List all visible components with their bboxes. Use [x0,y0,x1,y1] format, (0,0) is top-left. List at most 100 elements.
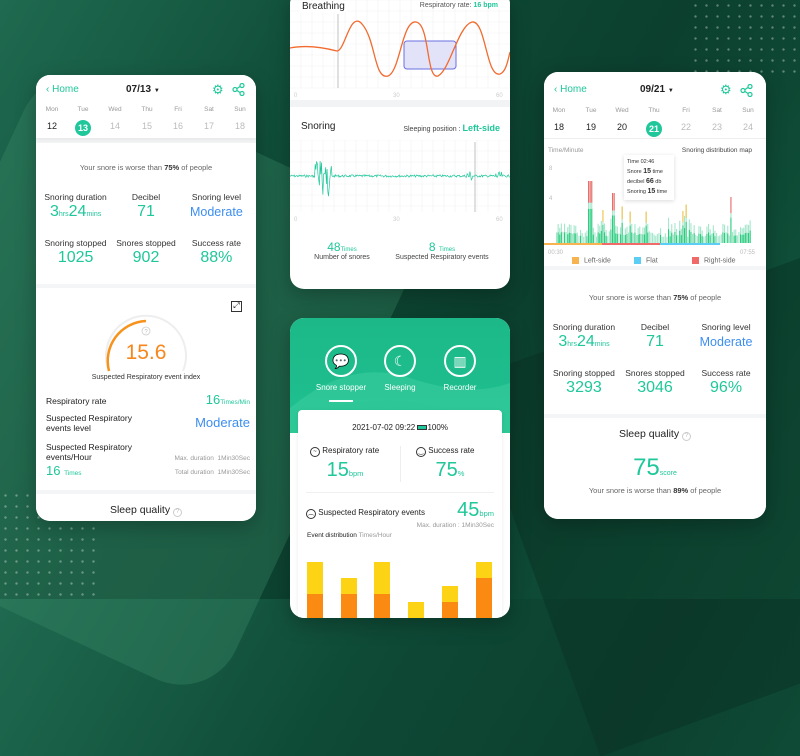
snore-bar-peak [685,204,687,219]
snore-bar-peak [613,193,615,211]
date-23[interactable]: 23 [711,122,722,132]
snore-bar-core [680,235,682,243]
snore-bar-core [712,233,714,243]
axis-tick: 60 [496,93,503,99]
snore-bar [720,234,722,243]
breathing-chart: 0 30 60 [290,0,510,99]
snore-bar-core [727,233,729,243]
success-rate-label: Success rate [191,238,241,248]
date-18[interactable]: 18 [234,121,245,131]
snore-bar [628,232,630,243]
date-17[interactable]: 17 [203,121,214,131]
snoring-duration-value: 3hrs24mins [50,203,102,220]
snore-bar-core [631,232,633,243]
snore-bar-peak [612,193,614,211]
snore-bar-core [645,225,647,243]
gear-icon[interactable]: ⚙ [212,82,224,97]
events-hour-label: Suspected Respiratory events/Hour [46,442,132,462]
sleep-compare-text: Your snore is worse than 89% of people [588,486,722,495]
snore-bar-core [743,234,745,243]
decibel-value: 71 [137,203,155,220]
legend-left-side: Left-side [572,257,611,264]
snore-bar [664,233,666,243]
snore-bar [650,232,652,243]
snoring-level-label: Snoring level [191,192,241,202]
sleep-quality-title: Sleep quality ? [544,428,766,441]
bar-chart-icon: ▥ [444,345,476,377]
tab-sleeping[interactable]: ☾ Sleeping [365,345,435,392]
snore-bar [704,235,706,243]
snore-bar [594,232,596,243]
phone-right: ‹ Home 09/21 ▼ ⚙ Mon Tue Wed Thu Fri Sat Sun 18… [544,72,766,519]
date-12[interactable]: 12 [46,121,57,131]
caret-down-icon: ▼ [153,88,160,94]
date-selector[interactable]: 07/13 ▼ [126,84,160,95]
snore-bar-core [557,232,559,243]
snore-bar-core [700,234,702,243]
weekday-label: Wed [615,107,629,114]
share-icon[interactable] [740,84,753,97]
snore-bar-core [733,235,735,243]
back-label: Home [52,84,79,95]
date-15[interactable]: 15 [141,121,152,131]
expand-icon[interactable]: ⤢ [231,301,242,312]
share-icon[interactable] [232,83,245,96]
snore-bar [556,232,558,243]
date-14[interactable]: 14 [109,121,120,131]
snore-bar-core [564,232,566,243]
snore-bar [728,235,730,243]
datetime-battery: 2021-07-02 09:22 100% [352,423,448,432]
date-13[interactable]: 13 [75,120,91,136]
snore-bar-peak [588,181,590,203]
gear-icon[interactable]: ⚙ [720,82,732,97]
snoring-level-label: Snoring level [701,322,751,332]
snore-bar [562,231,564,243]
snore-bar-core [746,232,748,243]
phone-left: ‹ Home 07/13 ▼ ⚙ Mon Tue Wed Thu Fri Sat Sun 12… [36,75,256,521]
snore-bar-core [730,217,732,243]
weekday-label: Thu [141,106,153,113]
position-left-side [544,243,602,245]
snore-bar-core [671,232,673,243]
date-21[interactable]: 21 [646,121,662,137]
bar-severe [476,578,492,618]
snore-bar [677,235,679,243]
event-index-value: 15.6 [125,341,167,364]
snores-stopped-label: Snores stopped [625,368,685,378]
tab-snore-stopper[interactable]: 💬 Snore stopper [306,345,376,392]
date-20[interactable]: 20 [616,122,627,132]
date-16[interactable]: 16 [172,121,183,131]
snore-bar [687,236,689,243]
snore-bar [565,231,567,243]
snore-bar-core [589,208,591,243]
weekday-label: Fri [682,107,690,114]
snore-bar-core [570,233,572,243]
x-start: 00:30 [548,250,564,256]
snore-bar [623,234,625,243]
snore-bar-core [748,233,750,243]
smile-icon: ‿ [416,447,426,457]
snore-bar-core [559,234,561,243]
snore-bar-core [744,233,746,243]
snore-bar-core [698,233,700,243]
help-icon[interactable]: ? [173,508,183,517]
snore-bar-core [567,234,569,243]
date-selector[interactable]: 09/21 ▼ [640,84,674,95]
back-button[interactable]: ‹ Home [46,84,79,95]
date-22[interactable]: 22 [680,122,691,132]
back-button[interactable]: ‹ Home [554,84,587,95]
pulse-icon: ~ [310,447,320,457]
date-24[interactable]: 24 [742,122,753,132]
snore-bar [653,234,655,243]
date-19[interactable]: 19 [585,122,596,132]
snoring-title: Snoring [301,121,336,132]
snore-bar [661,236,663,243]
snore-bar [648,231,650,243]
snore-bar-core [647,232,649,243]
date-18[interactable]: 18 [553,122,564,132]
compare-text: Your snore is worse than 75% of people [588,293,722,302]
help-icon[interactable]: ? [682,432,692,441]
snore-bar-core [660,234,662,243]
tab-recorder[interactable]: ▥ Recorder [425,345,495,392]
snore-bar [576,232,578,243]
